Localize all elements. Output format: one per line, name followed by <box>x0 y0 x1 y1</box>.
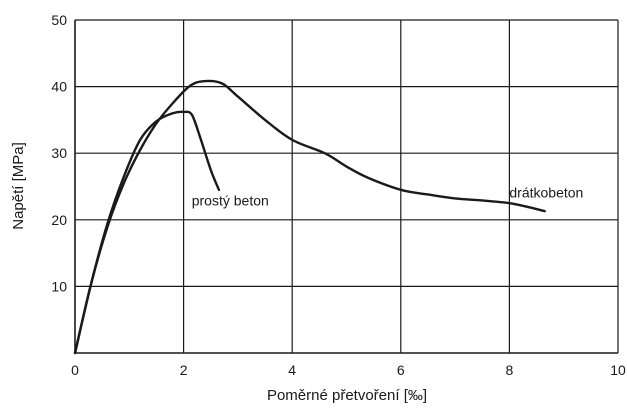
series-line-dratkobeton <box>73 79 546 355</box>
x-tick-label: 2 <box>180 362 188 378</box>
y-tick-label: 40 <box>51 79 67 95</box>
series-label: prostý beton <box>192 192 269 208</box>
x-tick-label: 8 <box>506 362 514 378</box>
y-tick-label: 10 <box>51 278 67 294</box>
series-line-prosty-beton <box>73 110 221 355</box>
x-tick-label: 6 <box>397 362 405 378</box>
axes <box>74 20 618 354</box>
y-axis-title: Napětí [MPa] <box>10 142 27 230</box>
x-axis-title: Poměrné přetvoření [‰] <box>267 387 427 404</box>
labels: 0 2 4 6 8 10 10 20 30 40 50 prostý beton drátkobeton <box>51 12 626 378</box>
series-label: drátkobeton <box>509 184 583 200</box>
series-lines <box>73 79 546 355</box>
x-tick-label: 4 <box>288 362 296 378</box>
x-tick-label: 0 <box>71 362 79 378</box>
x-tick-label: 10 <box>610 362 626 378</box>
y-tick-label: 30 <box>51 145 67 161</box>
y-tick-label: 50 <box>51 12 67 28</box>
y-tick-label: 20 <box>51 212 67 228</box>
grid-lines <box>75 19 619 353</box>
